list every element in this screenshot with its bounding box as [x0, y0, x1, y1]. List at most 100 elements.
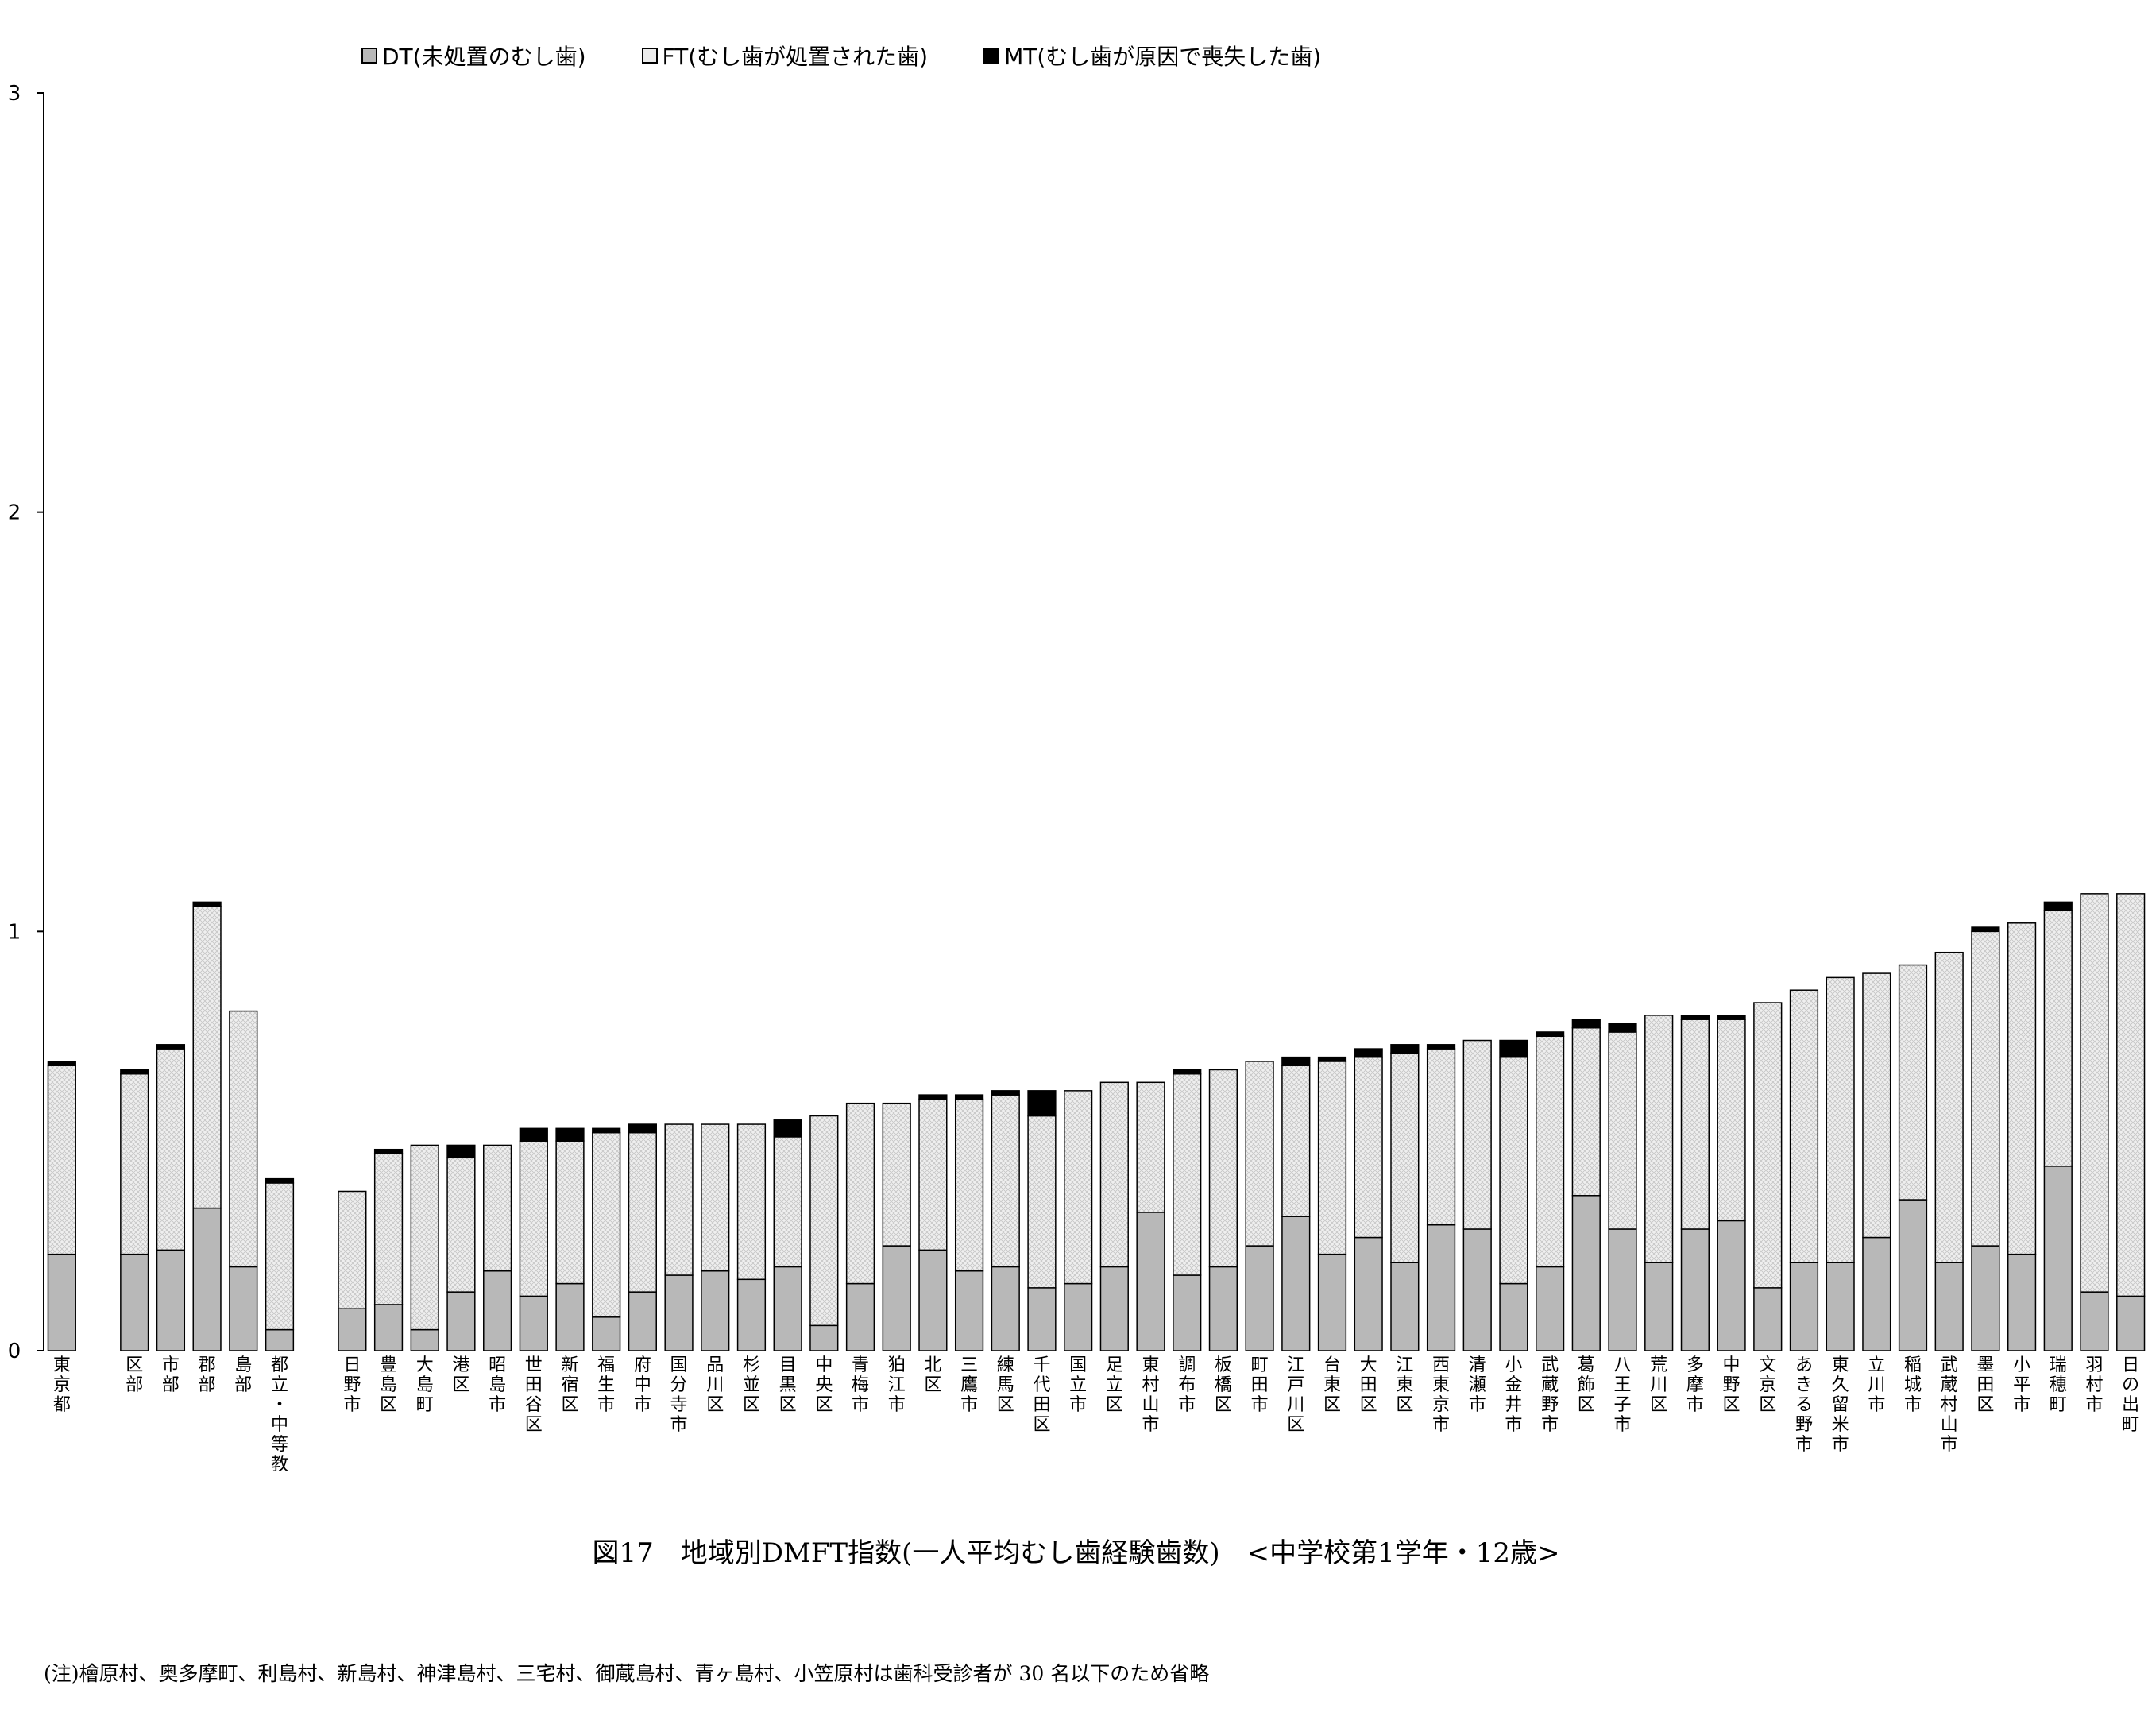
x-category-label: 島部 — [234, 1355, 252, 1395]
bar-segment-dt — [446, 1291, 476, 1351]
x-category-label: 墨田区 — [1976, 1355, 1994, 1415]
bar-segment-mt — [120, 1069, 149, 1075]
bar-segment-ft — [229, 1010, 258, 1268]
bar-segment-dt — [2043, 1166, 2073, 1351]
bar-segment-mt — [2043, 901, 2073, 911]
x-category-label: 小平市 — [2013, 1355, 2030, 1415]
x-category-label: 板橋区 — [1215, 1355, 1232, 1415]
bar-segment-ft — [120, 1073, 149, 1255]
x-category-label: 稲城市 — [1904, 1355, 1922, 1415]
bar-segment-mt — [1027, 1090, 1057, 1117]
x-category-label: 多摩市 — [1686, 1355, 1704, 1415]
bar-segment-ft — [2080, 893, 2109, 1293]
bar-segment-mt — [1717, 1015, 1746, 1020]
bar-segment-ft — [1826, 976, 1855, 1263]
bar-segment-mt — [628, 1123, 657, 1134]
bar-segment-mt — [555, 1127, 585, 1142]
bar-segment-ft — [1136, 1081, 1165, 1213]
bar-segment-dt — [1536, 1266, 1565, 1351]
legend-swatch-mt — [983, 48, 1000, 64]
bar-segment-ft — [1571, 1027, 1601, 1197]
x-category-label: 西東京市 — [1432, 1355, 1450, 1435]
bar-segment-dt — [701, 1270, 730, 1351]
bar-segment-ft — [1608, 1031, 1637, 1230]
x-category-label: 狛江市 — [888, 1355, 906, 1415]
bar-segment-ft — [1354, 1056, 1383, 1239]
x-category-label: 日野市 — [343, 1355, 361, 1415]
legend-label-ft: FT(むし歯が処置された歯) — [662, 44, 929, 70]
bar-segment-mt — [1680, 1015, 1710, 1020]
x-category-label: 八王子市 — [1613, 1355, 1631, 1435]
bar-segment-mt — [1390, 1044, 1420, 1054]
x-category-label: 東久留米市 — [1832, 1355, 1849, 1455]
bar-segment-ft — [773, 1136, 802, 1268]
bar-segment-dt — [2080, 1291, 2109, 1351]
x-category-label: 足立区 — [1106, 1355, 1123, 1415]
bar-segment-mt — [1608, 1023, 1637, 1033]
x-category-label: 中野区 — [1723, 1355, 1741, 1415]
x-category-label: 千代田区 — [1033, 1355, 1050, 1435]
bar-segment-ft — [265, 1182, 295, 1331]
bar-segment-mt — [1426, 1044, 1456, 1050]
bar-segment-mt — [1571, 1019, 1601, 1029]
x-category-label: 葛飾区 — [1578, 1355, 1595, 1415]
x-category-label: 北区 — [924, 1355, 941, 1395]
bar-segment-mt — [1173, 1069, 1202, 1075]
bar-segment-mt — [1354, 1048, 1383, 1058]
bar-segment-ft — [1208, 1069, 1238, 1268]
x-category-label: 大田区 — [1360, 1355, 1377, 1415]
x-category-label: 大島町 — [416, 1355, 434, 1415]
bar-segment-ft — [446, 1157, 476, 1293]
bar-segment-mt — [991, 1090, 1020, 1096]
bar-segment-ft — [1099, 1081, 1129, 1268]
bar-segment-dt — [1644, 1262, 1674, 1351]
bar-segment-ft — [2007, 922, 2037, 1255]
x-category-label: 小金井市 — [1505, 1355, 1522, 1435]
x-category-label: 郡部 — [199, 1355, 216, 1395]
legend-label-dt: DT(未処置のむし歯) — [382, 44, 586, 70]
bar-segment-dt — [1462, 1228, 1492, 1351]
x-category-label: 武蔵野市 — [1541, 1355, 1559, 1435]
bar-segment-mt — [954, 1094, 984, 1100]
bar-segment-ft — [192, 905, 222, 1209]
x-category-label: 府中市 — [634, 1355, 651, 1415]
y-tick-label: 3 — [8, 82, 21, 106]
bar-segment-dt — [229, 1266, 258, 1351]
bar-segment-ft — [1281, 1065, 1311, 1217]
bar-segment-ft — [1426, 1048, 1456, 1226]
bar-segment-mt — [1971, 926, 2000, 933]
chart-caption: 図17 地域別DMFT指数(一人平均むし歯経験歯数) <中学校第1学年・12歳> — [592, 1537, 1560, 1569]
bar-segment-ft — [47, 1065, 76, 1255]
y-axis: 0 1 2 3 — [8, 82, 44, 1363]
chart-legend: DT(未処置のむし歯) FT(むし歯が処置された歯) MT(むし歯が原因で喪失し… — [361, 40, 1321, 72]
x-category-label: 豊島区 — [380, 1355, 397, 1415]
bar-segment-dt — [1499, 1282, 1528, 1351]
bar-segment-mt — [773, 1119, 802, 1138]
y-tick-label: 0 — [8, 1340, 21, 1363]
bar-segment-dt — [156, 1249, 186, 1351]
bar-segment-dt — [1099, 1266, 1129, 1351]
bar-segment-ft — [483, 1144, 512, 1272]
bar-segment-dt — [1354, 1236, 1383, 1351]
x-category-label: 日の出町 — [2122, 1355, 2139, 1435]
bar-segment-dt — [954, 1270, 984, 1351]
x-category-label: 都立・中等教 — [271, 1355, 288, 1475]
bar-segment-dt — [845, 1282, 875, 1351]
bar-segment-dt — [1245, 1245, 1274, 1351]
bar-segment-ft — [1717, 1019, 1746, 1222]
bar-segment-ft — [1499, 1056, 1528, 1285]
x-category-label: 文京区 — [1759, 1355, 1776, 1415]
bar-segment-ft — [1753, 1002, 1783, 1289]
bar-segment-dt — [2116, 1295, 2146, 1351]
x-category-label: 福生市 — [597, 1355, 615, 1415]
bar-segment-ft — [1536, 1035, 1565, 1268]
bar-segment-ft — [882, 1102, 911, 1247]
bar-segment-ft — [1245, 1061, 1274, 1247]
x-category-label: 三鷹市 — [960, 1355, 978, 1415]
bar-segment-dt — [1608, 1228, 1637, 1351]
x-category-label: 江戸川区 — [1287, 1355, 1304, 1435]
bar-segment-mt — [1499, 1039, 1528, 1058]
bar-segment-ft — [1789, 989, 1819, 1263]
bar-segment-dt — [1789, 1262, 1819, 1351]
